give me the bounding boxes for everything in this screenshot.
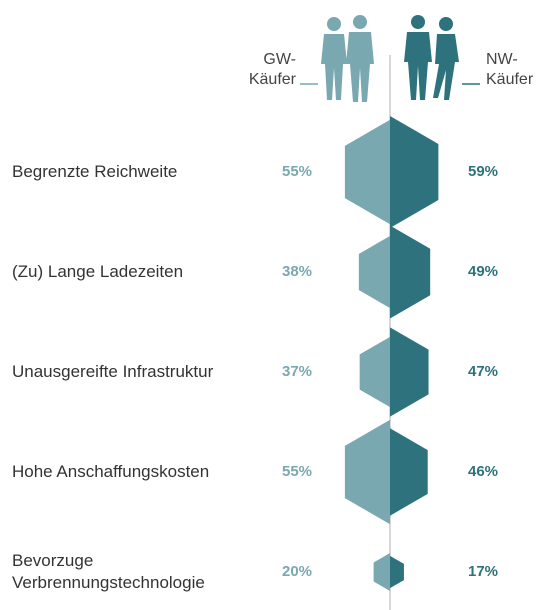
nw-figures <box>404 15 459 100</box>
half-hexagon <box>358 235 390 309</box>
value-label: 46% <box>468 463 498 480</box>
category-label: Bevorzuge Verbrennungstechnologie <box>12 551 205 592</box>
category-label: (Zu) Lange Ladezeiten <box>12 262 184 281</box>
half-hexagon <box>390 428 428 516</box>
value-label: 37% <box>282 363 312 380</box>
half-hexagon <box>344 119 390 225</box>
half-hexagon <box>373 553 390 591</box>
value-label: 47% <box>468 363 498 380</box>
gw-figures <box>321 15 374 102</box>
half-hexagon <box>344 419 390 525</box>
half-hexagon <box>359 336 390 408</box>
legend-nw: NW-Käufer <box>486 51 534 88</box>
category-label: Begrenzte Reichweite <box>12 162 178 181</box>
half-hexagon <box>390 555 404 589</box>
value-label: 55% <box>282 163 312 180</box>
value-label: 20% <box>282 563 312 580</box>
half-hexagon <box>390 327 429 417</box>
value-label: 55% <box>282 463 312 480</box>
legend-gw: GW-Käufer <box>248 51 296 88</box>
value-label: 17% <box>468 563 498 580</box>
half-hexagon <box>390 115 439 229</box>
value-label: 49% <box>468 263 498 280</box>
half-hexagon <box>390 225 431 319</box>
value-label: 38% <box>282 263 312 280</box>
category-label: Hohe Anschaffungskosten <box>12 462 210 481</box>
value-label: 59% <box>468 163 498 180</box>
category-label: Unausgereifte Infrastruktur <box>12 362 214 381</box>
